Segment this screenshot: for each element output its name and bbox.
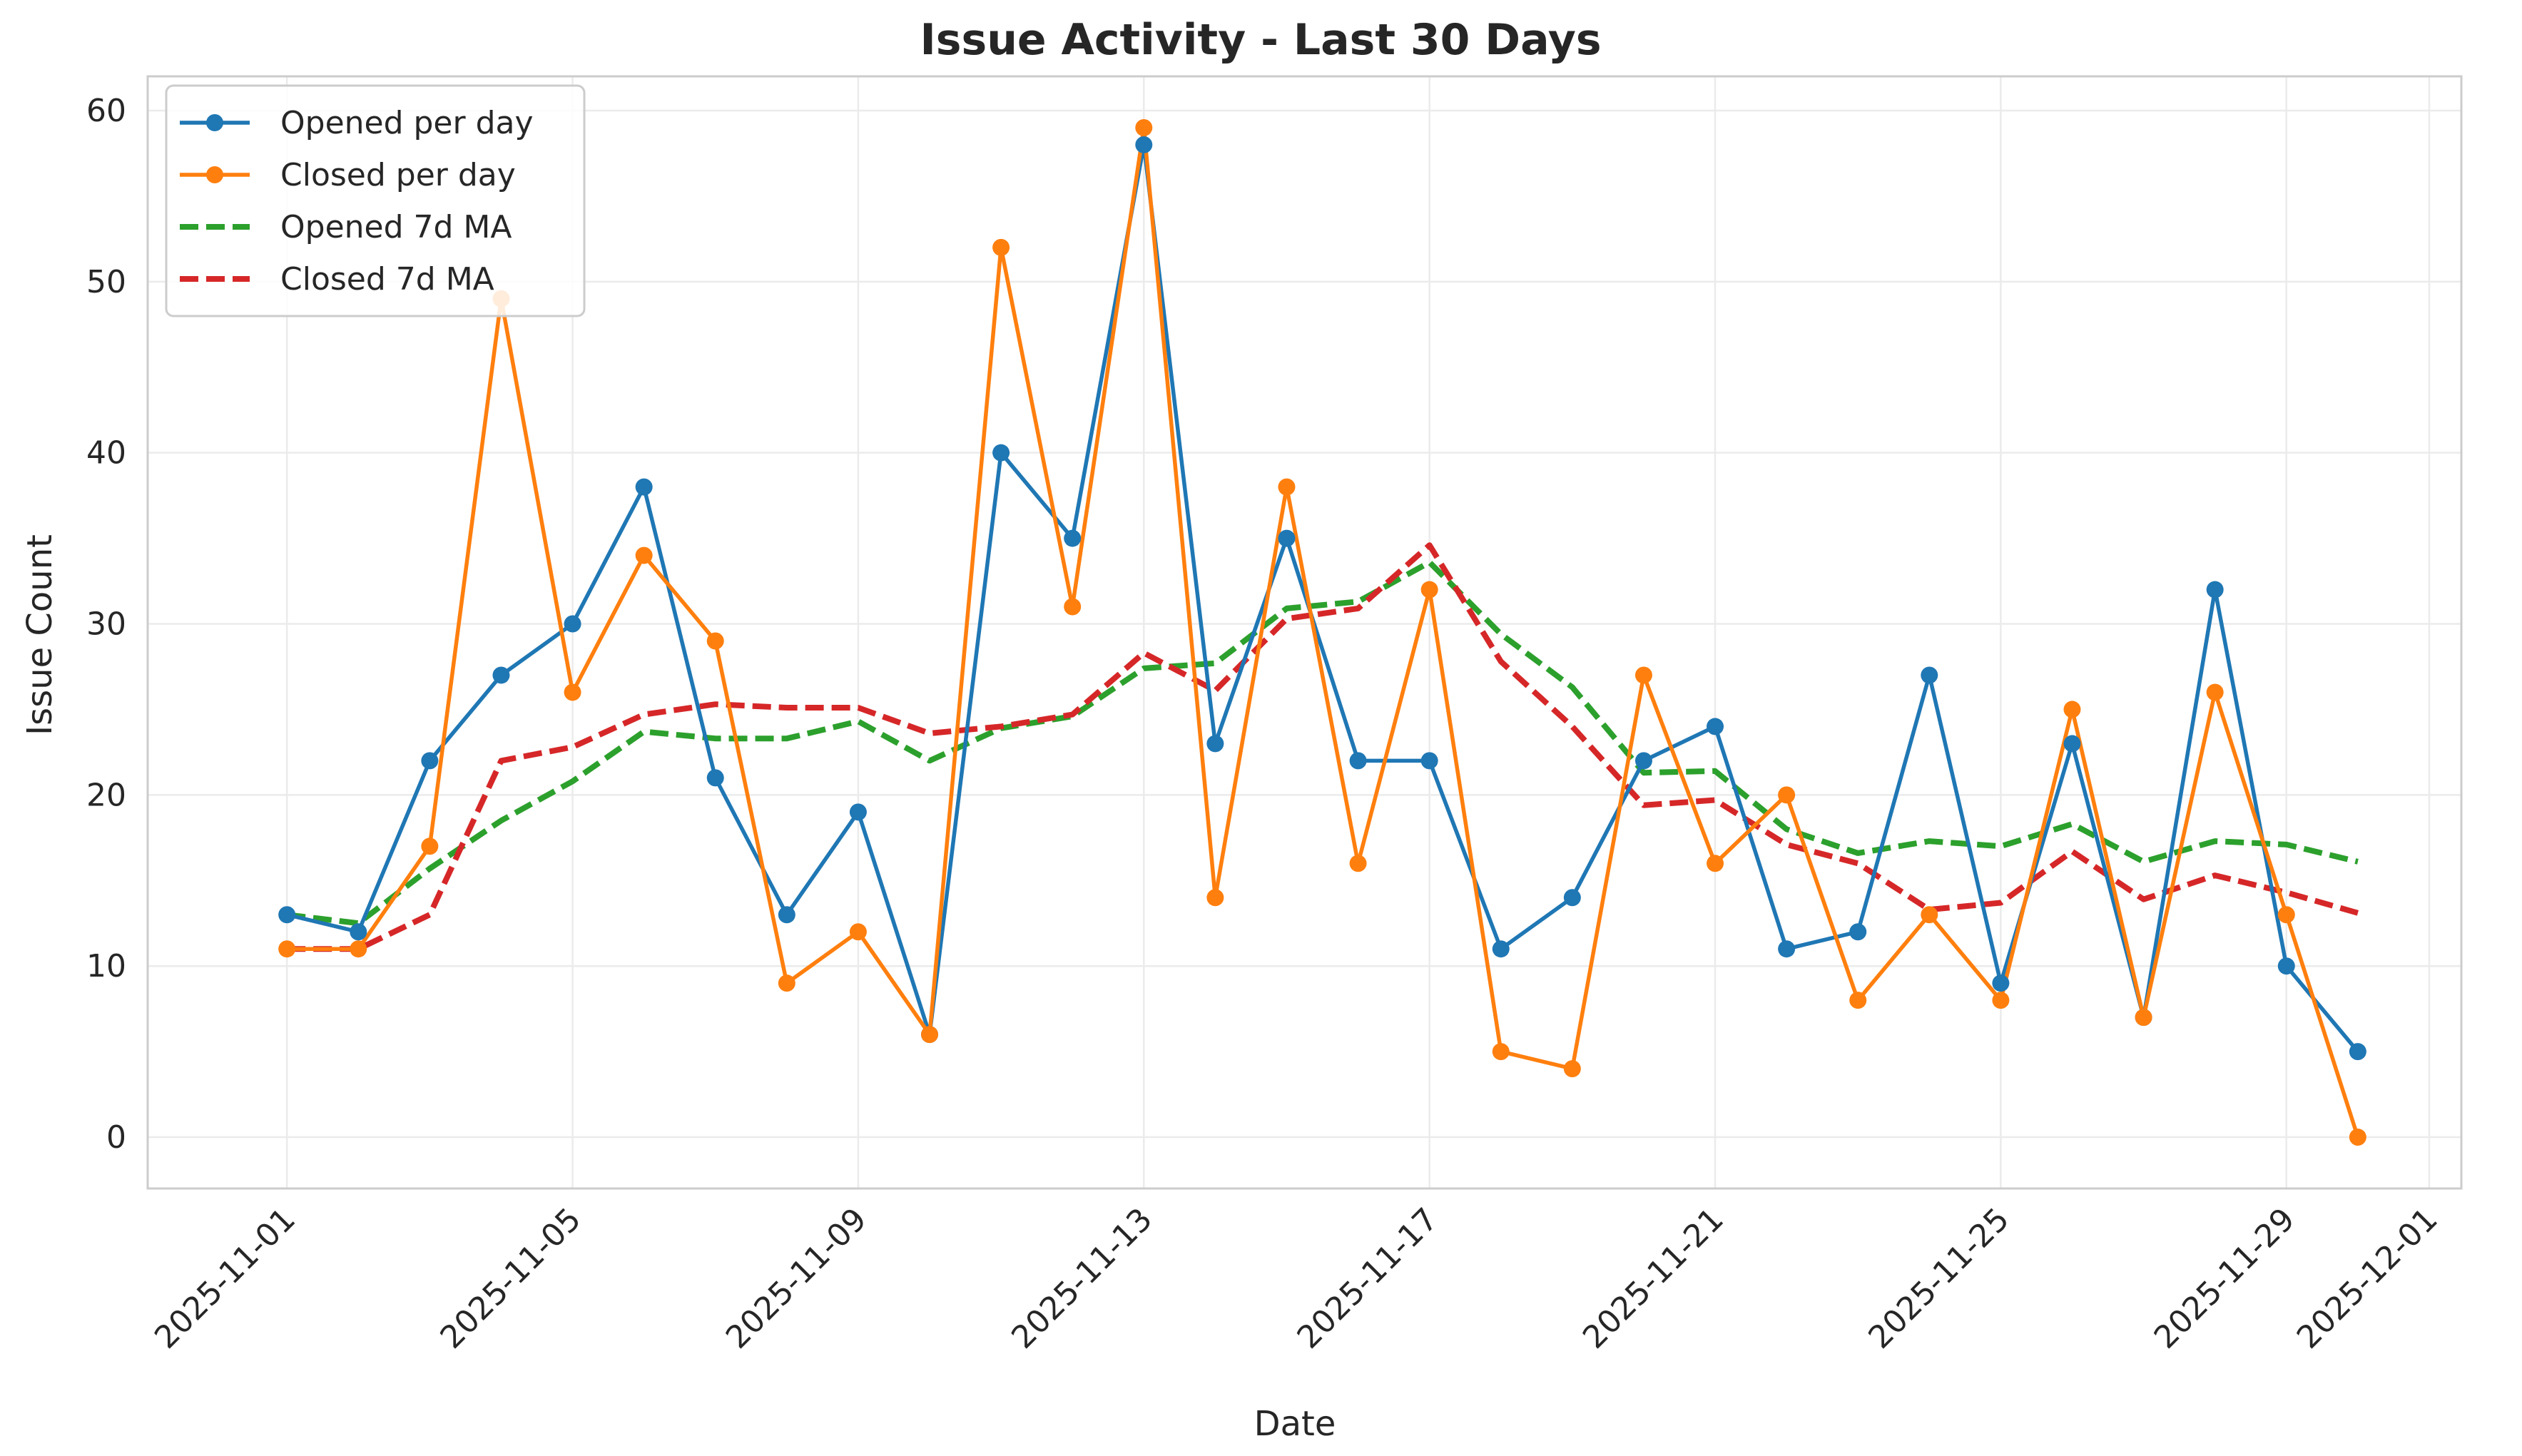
legend-marker-closed-per-day [206, 166, 223, 183]
data-point-opened-per-day [492, 666, 510, 684]
y-tick-label: 10 [86, 948, 126, 984]
data-point-closed-per-day [2277, 906, 2295, 924]
data-point-closed-per-day [564, 683, 581, 701]
data-point-closed-per-day [1921, 906, 1938, 924]
data-point-closed-per-day [921, 1026, 939, 1044]
data-point-opened-per-day [1707, 718, 1724, 735]
data-point-opened-per-day [1778, 940, 1796, 958]
data-point-closed-per-day [278, 940, 296, 958]
chart-title: Issue Activity - Last 30 Days [920, 15, 1601, 65]
series-line-closed-per-day [287, 126, 2360, 1138]
data-point-opened-per-day [1206, 735, 1224, 753]
data-point-opened-per-day [564, 615, 581, 633]
data-point-closed-per-day [421, 838, 439, 855]
data-point-closed-per-day [1206, 889, 1224, 907]
data-point-opened-per-day [350, 923, 367, 941]
data-point-opened-per-day [1563, 889, 1581, 907]
legend-marker-opened-per-day [206, 114, 223, 131]
y-tick-label: 40 [86, 435, 126, 472]
data-point-closed-per-day [706, 632, 724, 650]
data-point-closed-per-day [1778, 786, 1796, 804]
data-point-opened-per-day [2277, 957, 2295, 975]
data-point-opened-per-day [1849, 923, 1867, 941]
data-point-closed-per-day [1349, 855, 1367, 872]
data-point-opened-per-day [1349, 752, 1367, 770]
data-point-opened-per-day [1992, 974, 2010, 992]
legend-label-closed-7d-ma: Closed 7d MA [280, 261, 494, 297]
data-point-opened-per-day [1921, 666, 1938, 684]
data-point-closed-per-day [849, 923, 867, 941]
data-point-closed-per-day [1563, 1060, 1581, 1078]
data-point-opened-per-day [635, 478, 653, 496]
data-point-closed-per-day [350, 940, 367, 958]
data-point-opened-per-day [1634, 752, 1652, 770]
data-point-opened-per-day [2206, 581, 2224, 599]
y-tick-label: 0 [106, 1119, 126, 1156]
data-point-closed-per-day [635, 546, 653, 564]
data-point-closed-per-day [1420, 581, 1438, 599]
y-tick-label: 30 [86, 606, 126, 643]
data-point-opened-per-day [992, 444, 1010, 462]
series-layer [278, 118, 2366, 1146]
series-line-opened-7d-ma [286, 559, 2359, 927]
data-point-opened-per-day [2349, 1043, 2366, 1061]
y-tick-label: 60 [86, 93, 126, 129]
data-point-opened-per-day [1278, 529, 1296, 547]
data-point-closed-per-day [2135, 1009, 2152, 1027]
legend: Opened per day Closed per day Opened 7d MA… [165, 84, 586, 317]
legend-box [165, 84, 586, 317]
series-line-opened-per-day [286, 143, 2360, 1053]
data-point-closed-per-day [1492, 1043, 1510, 1061]
legend-label-closed-per-day: Closed per day [280, 157, 516, 193]
data-point-closed-per-day [1634, 666, 1652, 684]
data-point-closed-per-day [1707, 855, 1724, 872]
data-point-opened-per-day [1420, 752, 1438, 770]
data-point-opened-per-day [778, 906, 795, 924]
data-point-opened-per-day [706, 769, 724, 787]
data-point-opened-per-day [1135, 136, 1153, 153]
data-point-opened-per-day [2063, 735, 2081, 753]
data-point-opened-per-day [849, 803, 867, 821]
y-axis-label: Issue Count [20, 534, 60, 735]
data-point-opened-per-day [421, 752, 439, 770]
legend-label-opened-per-day: Opened per day [280, 105, 534, 141]
data-point-closed-per-day [2063, 701, 2081, 718]
data-point-closed-per-day [1064, 598, 1082, 616]
data-point-opened-per-day [1492, 940, 1510, 958]
plot-area-frame [146, 75, 2463, 1190]
data-point-closed-per-day [1278, 478, 1296, 496]
data-point-closed-per-day [2206, 683, 2224, 701]
data-point-opened-per-day [1064, 529, 1082, 547]
data-point-closed-per-day [1992, 992, 2010, 1009]
data-point-closed-per-day [992, 238, 1010, 256]
series-line-closed-7d-ma [287, 542, 2359, 952]
data-point-closed-per-day [1135, 118, 1153, 136]
x-axis-label: Date [1254, 1404, 1336, 1444]
data-point-closed-per-day [778, 974, 795, 992]
legend-label-opened-7d-ma: Opened 7d MA [280, 209, 512, 245]
data-point-closed-per-day [2349, 1129, 2366, 1146]
data-point-opened-per-day [278, 906, 296, 924]
y-tick-label: 50 [86, 264, 126, 300]
y-tick-label: 20 [86, 777, 126, 813]
data-point-closed-per-day [1849, 992, 1867, 1009]
